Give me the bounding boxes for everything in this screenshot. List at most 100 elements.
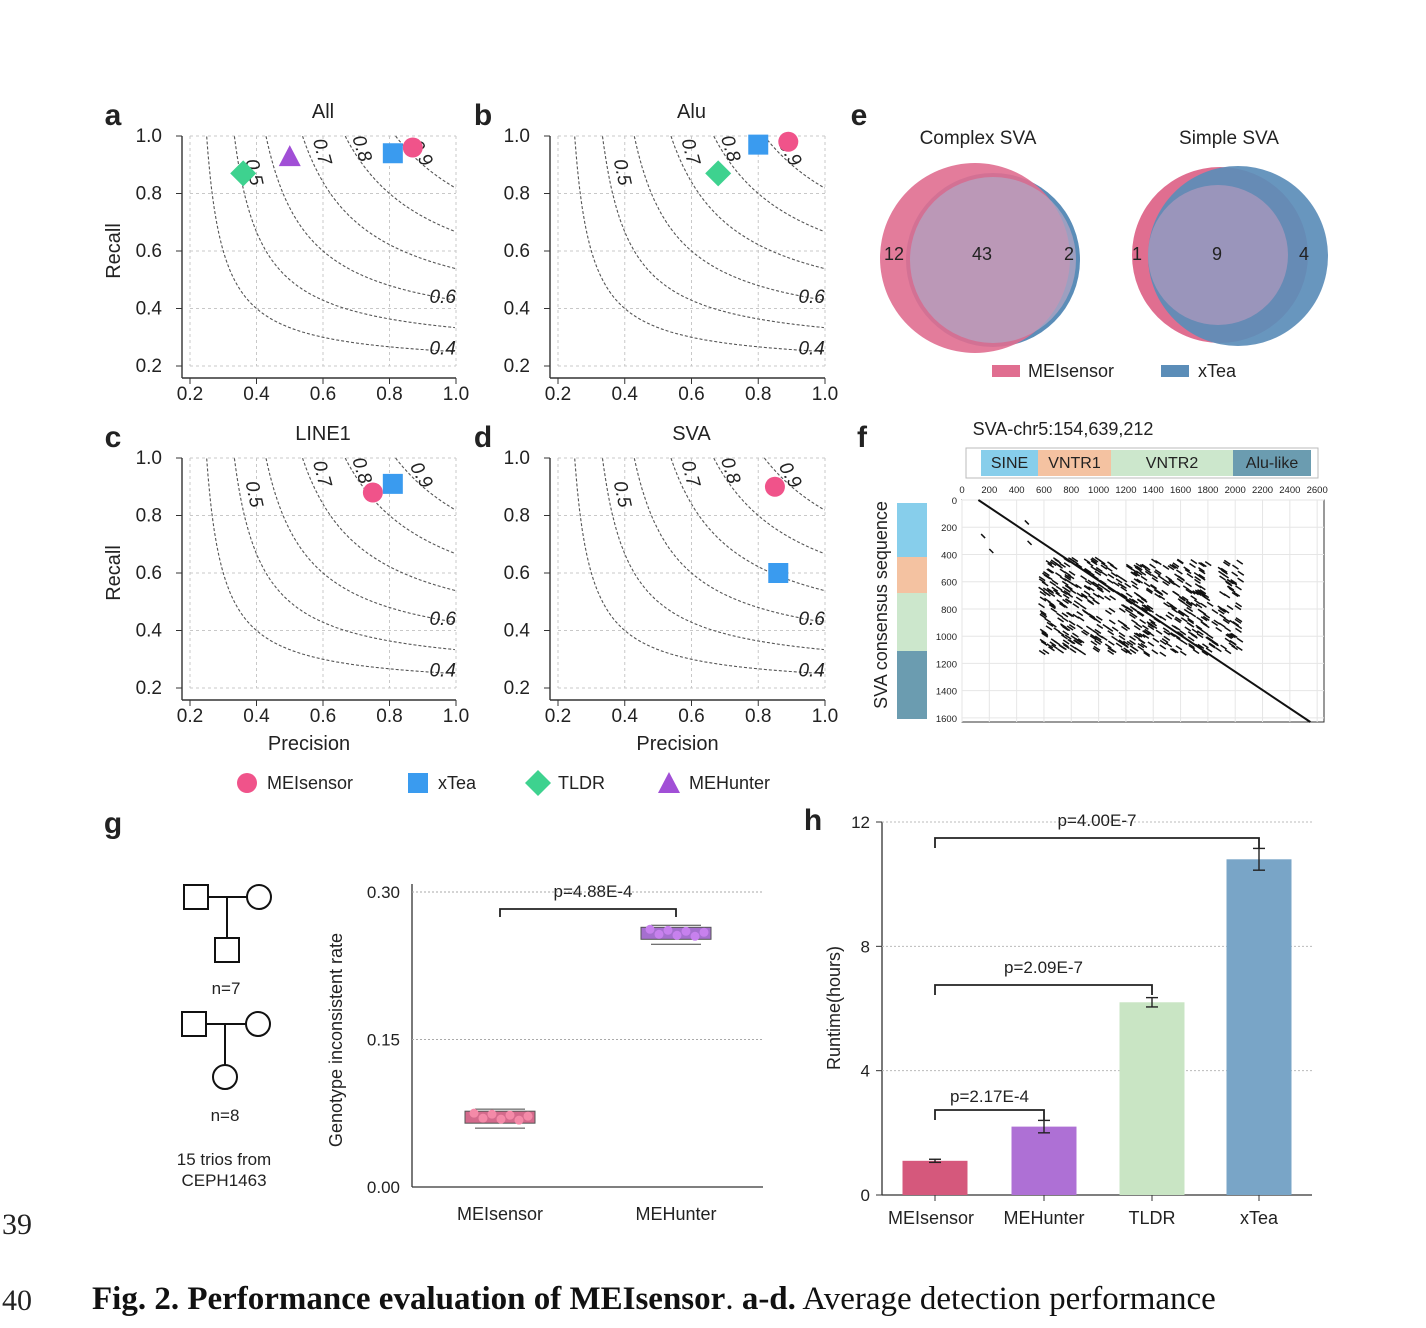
dotplot-dot	[1125, 592, 1133, 598]
dotplot-dot	[1198, 561, 1205, 568]
bar-meisensor	[902, 1160, 968, 1195]
dotplot-dot	[1075, 583, 1082, 590]
dotplot-dot	[1071, 556, 1079, 563]
dotplot-dot	[1177, 609, 1185, 616]
dotplot-x-tick: 1800	[1197, 485, 1218, 496]
dotplot-dot	[1072, 603, 1080, 609]
dotplot-dot	[1128, 597, 1136, 604]
dotplot-dot	[1133, 625, 1141, 631]
dotplot-dot	[1177, 598, 1185, 604]
point-xtea	[382, 143, 403, 164]
point-tldr	[705, 160, 732, 187]
dotplot-y-tick: 1000	[936, 632, 957, 643]
f1-contour	[302, 135, 456, 270]
dotplot-dot	[1199, 562, 1207, 568]
dotplot-dot	[1148, 618, 1156, 625]
dotplot-dot	[1175, 569, 1183, 575]
dotplot-dot	[1055, 592, 1063, 598]
dotplot-dot	[1061, 603, 1068, 609]
dotplot-dot	[1167, 611, 1175, 617]
dotplot-dot	[1200, 602, 1207, 608]
dotplot-dot	[1041, 630, 1049, 636]
dotplot-dot	[1224, 626, 1232, 633]
point-meisensor	[778, 131, 799, 152]
dotplot-dot	[1052, 557, 1060, 563]
dotplot-dot	[1183, 608, 1191, 614]
dotplot-dot	[1201, 594, 1209, 600]
dotplot-dot	[1048, 591, 1056, 598]
runtime-panel: h 0 4 8 12 Runtime(hours) MEIsensor MEHunter TLD…	[804, 804, 1312, 1228]
dotplot-dot	[1060, 644, 1067, 651]
dotplot-dot	[1159, 651, 1167, 657]
dotplot-dot	[1230, 580, 1238, 586]
panel-letter-b: b	[474, 99, 492, 132]
dotplot-dot	[1074, 647, 1082, 653]
dotplot-dot	[1115, 578, 1123, 584]
dotplot-dot	[1198, 590, 1206, 596]
dotplot-dot	[1196, 626, 1204, 632]
venn-count-left: 12	[884, 244, 904, 264]
legend-label-meisensor: MEIsensor	[1028, 361, 1114, 381]
panel-title-a: All	[312, 101, 334, 123]
caption-sep: .	[725, 1281, 742, 1317]
f1-contour	[206, 136, 455, 353]
dotplot-dot	[1050, 607, 1058, 614]
dotplot-dot	[1188, 644, 1196, 650]
dotplot-dot	[1093, 645, 1101, 652]
dotplot-dot	[1198, 569, 1206, 575]
dotplot-dot	[1175, 645, 1183, 651]
dotplot-dot	[1146, 621, 1154, 627]
dotplot-dot	[1069, 648, 1077, 654]
dotplot-dot	[1147, 631, 1155, 637]
dotplot-dot	[1197, 608, 1205, 614]
f1-contour	[344, 135, 456, 233]
dotplot-dot	[1107, 573, 1115, 579]
dotplot-dot	[1230, 632, 1238, 638]
dotplot-dot	[1072, 613, 1080, 619]
dotplot-dot	[1115, 642, 1123, 648]
dotplot-dot	[1235, 624, 1243, 630]
dotplot-dot	[1162, 580, 1170, 587]
x-tick-label: 1.0	[812, 384, 838, 405]
dotplot-dot	[1131, 584, 1139, 590]
dotplot-dot	[1171, 648, 1179, 654]
dotplot-dot	[1120, 577, 1128, 583]
dotplot-dot	[988, 548, 994, 554]
dotplot-dot	[1066, 625, 1074, 631]
dotplot-dot	[1125, 563, 1133, 570]
dotplot-dot	[1192, 648, 1200, 655]
dotplot-dot	[1191, 633, 1198, 639]
dotplot-dot	[1213, 619, 1221, 625]
f1-contour	[206, 458, 455, 675]
bar-pvalue: p=2.17E-4	[950, 1087, 1029, 1106]
dotplot-dot	[1195, 590, 1202, 597]
dotplot-dot	[1161, 637, 1169, 644]
y-tick-label: 1.0	[504, 448, 530, 469]
dotplot-dot	[1187, 622, 1195, 628]
f1-label: 0.7	[308, 458, 335, 490]
dotplot-dot	[1140, 597, 1148, 603]
dotplot-dot	[1184, 626, 1192, 632]
dotplot-dot	[1132, 607, 1139, 613]
dotplot-dot	[1045, 559, 1053, 566]
dotplot-dot	[1237, 570, 1245, 576]
dotplot-dot	[1064, 584, 1072, 590]
dotplot-dot	[1217, 609, 1225, 615]
legend-marker-tldr	[525, 770, 551, 796]
dotplot-dot	[1133, 632, 1141, 638]
dotplot-dot	[1045, 625, 1053, 631]
dotplot-dot	[1181, 595, 1189, 602]
point-meisensor	[362, 482, 383, 503]
dotplot-x-tick: 2000	[1225, 485, 1246, 496]
dotplot-dot	[1057, 617, 1065, 623]
x-tick-label: 0.2	[545, 706, 571, 727]
dotplot-dot	[1071, 632, 1079, 638]
dotplot-dot	[1095, 566, 1103, 573]
f1-contour	[670, 135, 825, 270]
dotplot-dot	[1076, 624, 1084, 630]
dotplot-dot	[1206, 633, 1214, 639]
dotplot-dot	[1124, 582, 1132, 589]
dotplot-dot	[1061, 612, 1069, 618]
dotplot-dot	[1193, 599, 1201, 605]
box-point	[672, 930, 682, 940]
